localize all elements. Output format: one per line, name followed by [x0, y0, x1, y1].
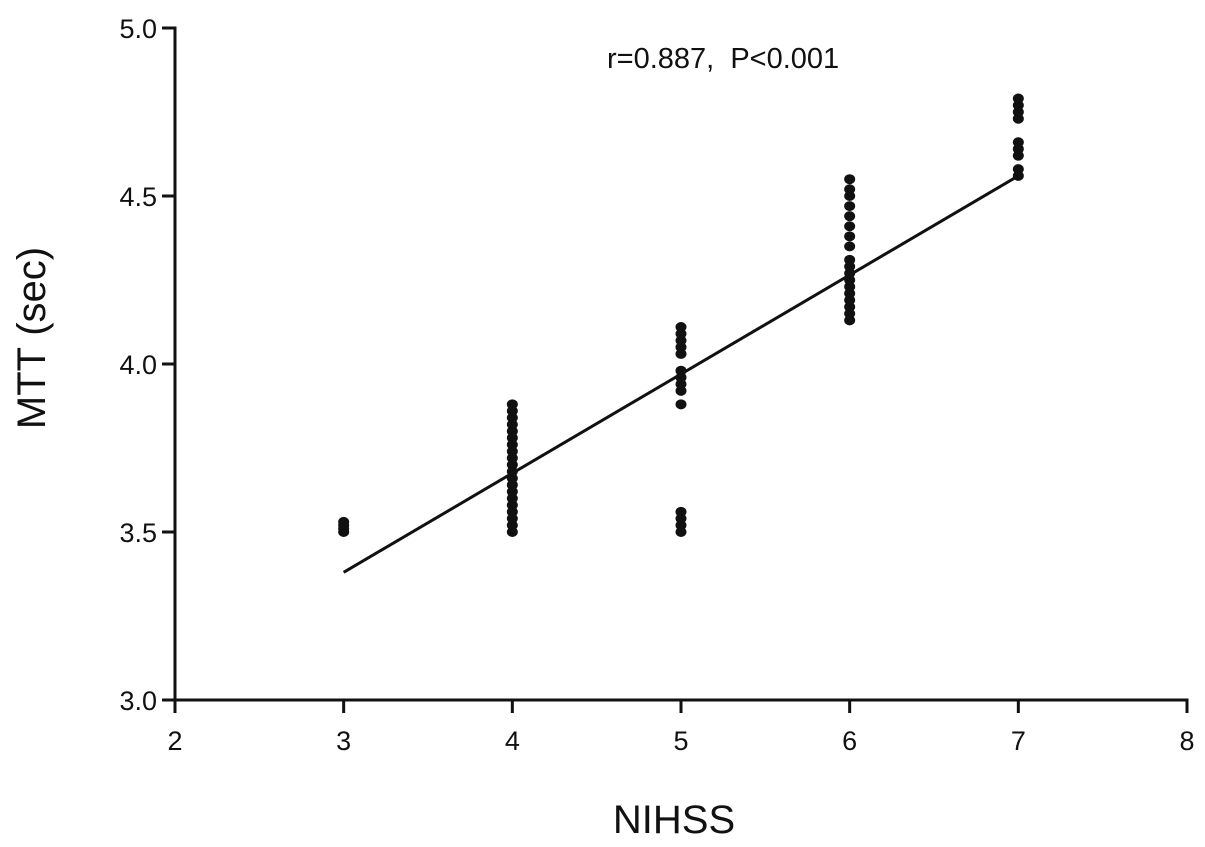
plot-area — [338, 93, 1024, 574]
x-axis-title: NIHSS — [613, 798, 735, 842]
data-point — [675, 322, 687, 333]
data-point — [506, 399, 518, 410]
regression-line — [342, 174, 1020, 574]
data-point — [844, 221, 856, 232]
x-tick-label: 5 — [673, 726, 688, 756]
y-tick-label: 3.5 — [119, 518, 157, 548]
data-point — [338, 516, 350, 527]
data-point — [675, 399, 687, 410]
data-point — [844, 231, 856, 242]
data-point — [675, 506, 687, 517]
y-tick-label: 4.5 — [119, 182, 157, 212]
data-point — [1012, 93, 1024, 104]
data-point — [1012, 137, 1024, 148]
data-point — [844, 201, 856, 212]
data-point — [844, 174, 856, 185]
data-point — [844, 211, 856, 222]
scatter-points — [338, 93, 1024, 537]
data-point — [844, 184, 856, 195]
y-tick-label: 4.0 — [119, 350, 157, 380]
x-tick-label: 7 — [1011, 726, 1026, 756]
y-tick-label: 5.0 — [119, 14, 157, 44]
correlation-annotation: r=0.887, P<0.001 — [607, 43, 839, 75]
data-point — [1012, 164, 1024, 175]
data-point — [844, 241, 856, 252]
y-axis-title: MTT (sec) — [10, 247, 54, 429]
x-tick-label: 2 — [167, 726, 182, 756]
y-axis-ticks: 3.0 3.5 4.0 4.5 5.0 — [119, 14, 175, 716]
data-point — [844, 254, 856, 265]
x-tick-label: 4 — [505, 726, 520, 756]
x-axis-ticks: 2 3 4 5 6 7 8 — [167, 700, 1195, 756]
x-tick-label: 3 — [336, 726, 351, 756]
y-tick-label: 3.0 — [119, 686, 157, 716]
x-tick-label: 8 — [1179, 726, 1194, 756]
x-tick-label: 6 — [842, 726, 857, 756]
